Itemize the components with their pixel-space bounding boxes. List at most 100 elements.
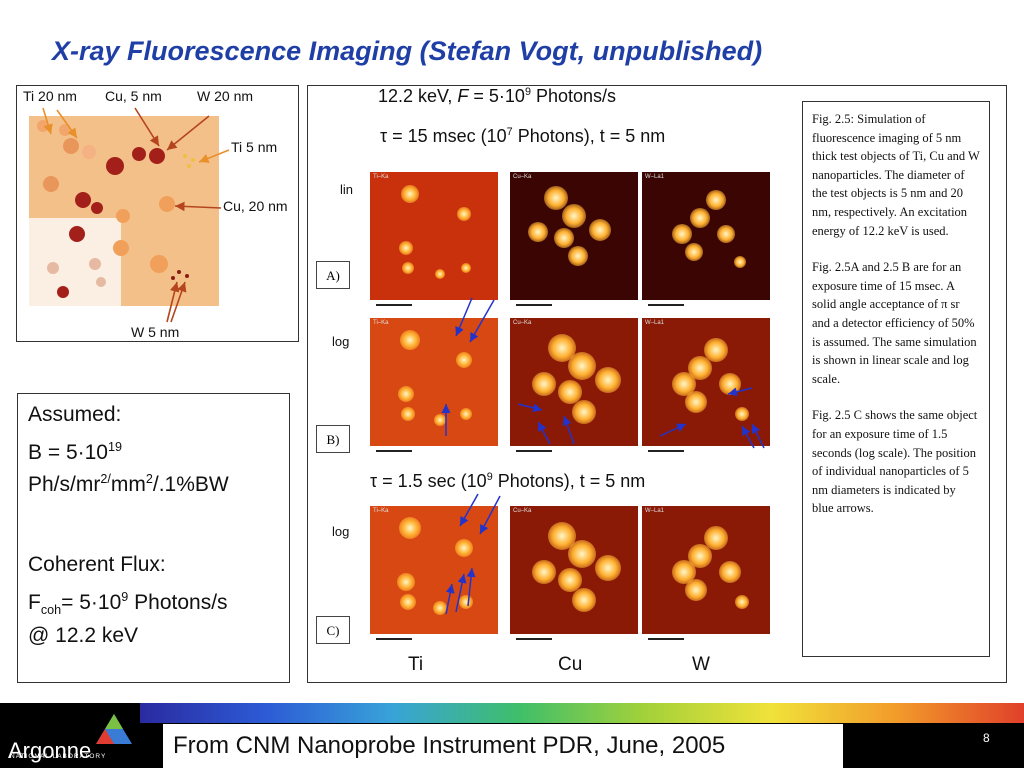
fluorescence-spot <box>532 372 556 396</box>
fluorescence-spot <box>572 588 596 612</box>
brightness-value: B = 5·1019 Ph/s/mr2/mm2/.1%BW <box>28 440 229 496</box>
scale-bar <box>516 450 552 452</box>
scale-bar <box>516 638 552 640</box>
fluorescence-spot <box>685 579 707 601</box>
fluorescence-spot <box>455 539 473 557</box>
fluorescence-spot <box>572 400 596 424</box>
figure-line-exposure-a: τ = 15 msec (107 Photons), t = 5 nm <box>380 126 666 146</box>
fluorescence-spot <box>461 263 471 273</box>
panel-a-w: W–La1 <box>642 172 770 306</box>
fluorescence-spot <box>704 526 728 550</box>
fluorescence-spot <box>704 338 728 362</box>
fluorescence-spot <box>672 224 692 244</box>
fluorescence-spot <box>435 269 445 279</box>
argonne-triangle-icon <box>96 714 132 744</box>
page-number: 8 <box>983 731 990 745</box>
scale-bar <box>376 304 412 306</box>
scale-bar <box>376 638 412 640</box>
panel-b-cu: Cu–Ka <box>510 318 638 452</box>
fluorescence-spot <box>544 186 568 210</box>
caption-paragraph-3: Fig. 2.5 C shows the same object for an … <box>812 408 978 516</box>
fluorescence-spot <box>595 367 621 393</box>
fluorescence-spot <box>402 262 414 274</box>
fluorescence-spot <box>568 352 596 380</box>
panel-tag-c: C) <box>316 616 350 644</box>
slide-title: X-ray Fluorescence Imaging (Stefan Vogt,… <box>52 36 763 66</box>
label-cu-20nm: Cu, 20 nm <box>223 198 288 214</box>
element-label-ti: Ti <box>408 654 424 675</box>
fluorescence-spot <box>589 219 611 241</box>
figure-line-exposure-c: τ = 1.5 sec (109 Photons), t = 5 nm <box>370 471 646 491</box>
label-w-20nm: W 20 nm <box>197 88 254 104</box>
fluorescence-spot <box>558 380 582 404</box>
label-w-5nm: W 5 nm <box>131 324 180 340</box>
fluorescence-spot <box>568 246 588 266</box>
fluorescence-spot <box>456 352 472 368</box>
panel-a-cu: Cu–Ka <box>510 172 638 306</box>
row-label-lin: lin <box>340 182 354 197</box>
fluorescence-spot <box>459 595 473 609</box>
coherent-flux-value: Fcoh= 5·109 Photons/s @ 12.2 keV <box>28 590 228 648</box>
figure-line-energy: 12.2 keV, F = 5·109 Photons/s <box>378 86 617 106</box>
scale-bar <box>648 450 684 452</box>
figure-caption: Fig. 2.5: Simulation of fluorescence ima… <box>802 101 990 657</box>
argonne-logo-subtitle: NATIONAL LABORATORY <box>10 753 107 760</box>
label-cu-5nm: Cu, 5 nm <box>105 88 162 104</box>
scale-bar <box>648 304 684 306</box>
panel-a-ti: Ti–Ka <box>370 172 498 306</box>
fluorescence-spot <box>685 243 703 261</box>
panel-b-ti: Ti–Ka <box>370 318 498 452</box>
row-label-log-b: log <box>332 334 350 349</box>
fluorescence-spot <box>735 595 749 609</box>
sample-diagram-graphic <box>29 107 230 323</box>
fluorescence-spot <box>685 391 707 413</box>
fluorescence-spot <box>595 555 621 581</box>
panel-c-w: W–La1 <box>642 506 770 640</box>
fluorescence-spot <box>399 241 413 255</box>
particles <box>37 120 195 298</box>
label-ti-5nm: Ti 5 nm <box>231 139 278 155</box>
sample-diagram: Ti 20 nm Cu, 5 nm W 20 nm Ti 5 nm Cu, 20… <box>16 85 299 342</box>
footer-rainbow-strip <box>140 703 1024 723</box>
panel-tag-b: B) <box>316 425 350 453</box>
fluorescence-spot <box>734 256 746 268</box>
assumed-heading: Assumed: <box>28 403 122 426</box>
fluorescence-spot <box>735 407 749 421</box>
fluorescence-spot <box>397 573 415 591</box>
scale-bar <box>376 450 412 452</box>
fluorescence-spot <box>400 330 420 350</box>
label-arrows <box>42 107 230 323</box>
fluorescence-spot <box>398 386 414 402</box>
fluorescence-spot <box>399 517 421 539</box>
row-label-log-c: log <box>332 524 350 539</box>
fluorescence-spot <box>706 190 726 210</box>
scale-bar <box>516 304 552 306</box>
fluorescence-spot <box>401 185 419 203</box>
caption-paragraph-2: Fig. 2.5A and 2.5 B are for an exposure … <box>812 260 977 386</box>
fluorescence-spot <box>719 561 741 583</box>
fluorescence-spot <box>532 560 556 584</box>
scale-bar <box>648 638 684 640</box>
fluorescence-spot <box>460 408 472 420</box>
assumptions-box: Assumed: B = 5·1019 Ph/s/mr2/mm2/.1%BW C… <box>17 393 290 683</box>
fluorescence-spot <box>400 594 416 610</box>
label-ti-20nm: Ti 20 nm <box>23 88 77 104</box>
caption-paragraph-1: Fig. 2.5: Simulation of fluorescence ima… <box>812 112 980 238</box>
panel-c-cu: Cu–Ka <box>510 506 638 640</box>
panel-tag-a: A) <box>316 261 350 289</box>
fluorescence-spot <box>434 414 446 426</box>
panel-c-ti: Ti–Ka <box>370 506 498 640</box>
fluorescence-spot <box>457 207 471 221</box>
fluorescence-spot <box>554 228 574 248</box>
flux-heading: Coherent Flux: <box>28 553 166 576</box>
panel-b-w: W–La1 <box>642 318 770 452</box>
fluorescence-spot <box>568 540 596 568</box>
fluorescence-spot <box>401 407 415 421</box>
footer-source-text: From CNM Nanoprobe Instrument PDR, June,… <box>163 724 843 768</box>
element-label-cu: Cu <box>558 654 583 675</box>
element-label-w: W <box>692 654 710 675</box>
fluorescence-spot <box>528 222 548 242</box>
fluorescence-spot <box>690 208 710 228</box>
fluorescence-spot <box>717 225 735 243</box>
fluorescence-spot <box>562 204 586 228</box>
